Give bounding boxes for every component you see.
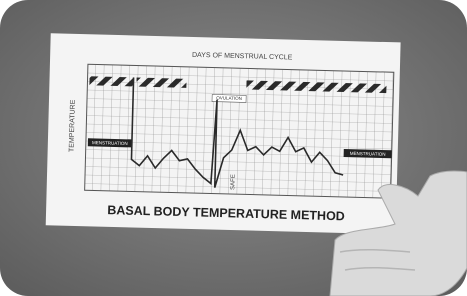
page: DAYS OF MENSTRUAL CYCLE TEMPERATURE MENS… (0, 0, 467, 296)
card: DAYS OF MENSTRUAL CYCLE TEMPERATURE MENS… (46, 33, 401, 234)
y-axis-title: TEMPERATURE (68, 99, 76, 152)
label: MENSTRUATION (350, 151, 386, 157)
label: MENSTRUATION (92, 140, 128, 146)
hatch-bar (136, 78, 186, 88)
label: OVULATION (216, 95, 242, 101)
hatch-bar (89, 76, 133, 86)
label: SAFE (230, 174, 236, 190)
photo: DAYS OF MENSTRUAL CYCLE TEMPERATURE MENS… (0, 0, 467, 296)
